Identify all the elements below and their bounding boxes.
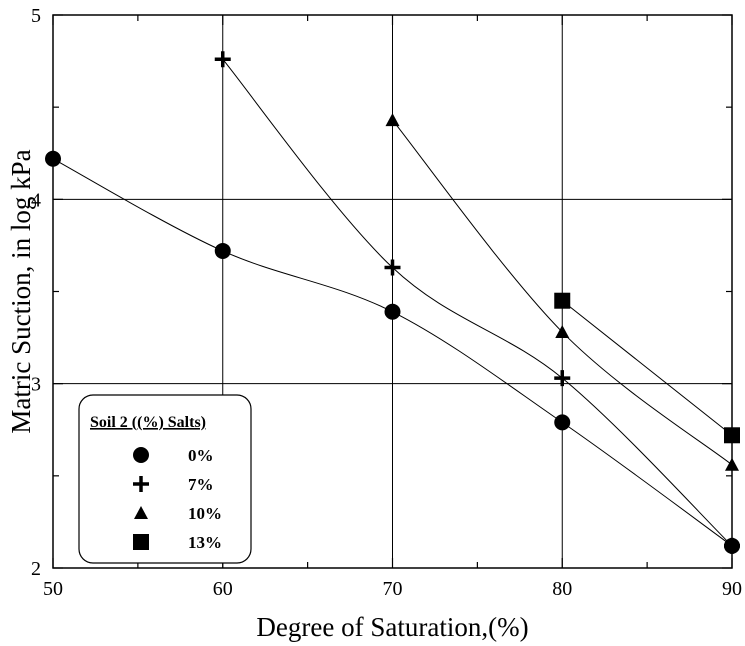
- x-tick-label: 50: [43, 578, 63, 600]
- data-point-circle: [384, 303, 401, 320]
- x-tick-label: 80: [552, 578, 572, 600]
- data-point-circle: [214, 242, 231, 259]
- legend: Soil 2 ((%) Salts) 0% 7% 10% 13%: [78, 394, 252, 564]
- data-point-plus: [554, 370, 571, 387]
- legend-box: [78, 394, 252, 564]
- legend-marker-circle: [133, 447, 149, 463]
- x-tick-label: 90: [722, 578, 742, 600]
- data-point-square: [554, 292, 571, 309]
- x-tick-label: 70: [383, 578, 403, 600]
- legend-marker-plus: [133, 476, 149, 492]
- tick-labels: 50 60 70 80 90 2 3 4 5: [31, 5, 742, 600]
- data-point-circle: [554, 414, 571, 431]
- legend-title: Soil 2 ((%) Salts): [90, 414, 206, 431]
- y-tick-label: 3: [31, 374, 41, 396]
- legend-label: 10%: [188, 504, 222, 523]
- y-tick-label: 4: [31, 189, 41, 211]
- y-tick-label: 5: [31, 5, 41, 27]
- data-point-plus: [384, 259, 401, 276]
- y-tick-label: 2: [31, 558, 41, 580]
- legend-label: 0%: [188, 446, 214, 465]
- legend-marker-square: [133, 534, 149, 550]
- data-point-plus: [214, 51, 231, 68]
- series-line-plus: [222, 58, 733, 547]
- data-point-triangle: [385, 113, 400, 127]
- legend-entries: 0% 7% 10% 13%: [133, 446, 222, 552]
- x-axis-label: Degree of Saturation,(%): [256, 612, 528, 642]
- legend-marker-triangle: [134, 506, 148, 519]
- y-axis-label: Matric Suction, in log kPa: [6, 149, 36, 433]
- series-line-square: [561, 300, 733, 436]
- x-tick-label: 60: [213, 578, 233, 600]
- legend-label: 13%: [188, 533, 222, 552]
- data-point-triangle: [555, 325, 570, 339]
- legend-label: 7%: [188, 475, 214, 494]
